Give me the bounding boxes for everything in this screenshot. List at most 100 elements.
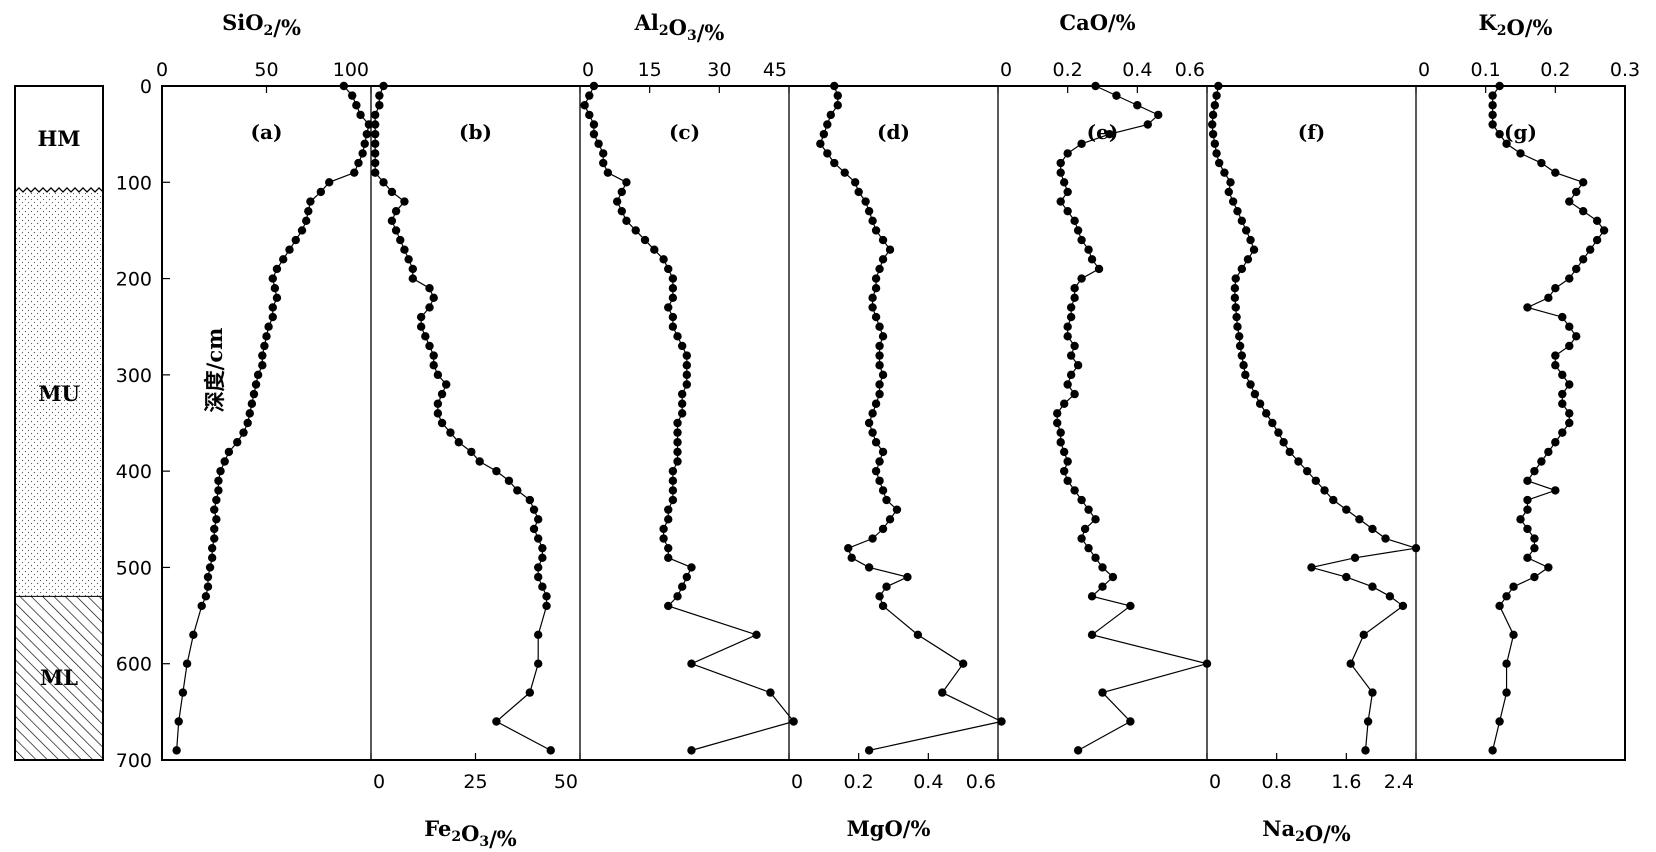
data-point xyxy=(1073,226,1083,235)
x-tick-label: 0.6 xyxy=(1175,59,1205,81)
data-point xyxy=(585,91,594,100)
data-point xyxy=(878,601,888,611)
data-point xyxy=(1059,447,1069,457)
x-axis-label: K2O/% xyxy=(1479,10,1553,40)
data-point xyxy=(816,139,825,148)
data-point xyxy=(1565,380,1574,389)
data-point xyxy=(1523,495,1532,505)
data-point xyxy=(1154,110,1163,120)
panel-k2o: (g) 0 0.1 0.2 0.3 K2O/% xyxy=(1415,10,1640,760)
data-point xyxy=(203,572,213,582)
data-point xyxy=(1262,409,1271,418)
data-point xyxy=(1544,293,1553,303)
data-point xyxy=(1087,592,1097,601)
data-point xyxy=(358,149,367,158)
data-point xyxy=(1126,717,1135,726)
data-point xyxy=(640,235,650,245)
data-point xyxy=(1235,332,1244,341)
data-point xyxy=(214,486,223,495)
x-tick-label: 0.2 xyxy=(844,771,874,793)
data-point xyxy=(1516,515,1525,524)
data-point xyxy=(1523,476,1532,485)
data-point xyxy=(1070,284,1079,293)
strat-column-frame xyxy=(14,85,104,761)
data-point xyxy=(1509,582,1518,591)
data-point xyxy=(1053,409,1062,418)
data-point xyxy=(210,534,219,543)
data-point xyxy=(864,563,874,572)
data-point xyxy=(617,187,626,197)
data-point xyxy=(178,688,188,697)
data-point xyxy=(243,418,252,428)
data-point xyxy=(1084,543,1093,553)
data-point xyxy=(885,515,895,524)
data-point xyxy=(875,361,884,370)
data-point xyxy=(1516,149,1525,158)
data-point xyxy=(668,466,678,476)
data-point xyxy=(1268,418,1277,428)
panel-tag: (d) xyxy=(877,120,910,144)
data-point xyxy=(1599,226,1609,235)
data-point xyxy=(1208,110,1218,120)
data-point xyxy=(210,505,219,514)
x-tick-label: 1.6 xyxy=(1331,771,1361,793)
data-point xyxy=(677,341,687,351)
x-tick-label: 25 xyxy=(463,771,487,793)
data-point xyxy=(1523,505,1532,514)
data-point xyxy=(1230,293,1240,303)
data-point xyxy=(1355,515,1364,524)
data-point xyxy=(245,409,254,418)
data-point xyxy=(878,524,888,534)
data-point xyxy=(1579,255,1588,264)
data-point xyxy=(1579,206,1588,216)
unconformity-boundary xyxy=(14,186,104,193)
data-point xyxy=(268,303,277,312)
data-point xyxy=(1208,120,1217,129)
data-point xyxy=(1346,659,1355,668)
data-point xyxy=(871,226,881,235)
data-point xyxy=(1551,351,1560,360)
data-point xyxy=(1537,158,1546,168)
data-point xyxy=(233,438,242,447)
data-point xyxy=(304,206,313,216)
data-point xyxy=(752,630,761,640)
data-point xyxy=(1105,129,1114,139)
x-tick-label: 50 xyxy=(254,59,278,81)
data-point xyxy=(475,457,484,466)
data-point xyxy=(1063,206,1072,216)
data-point xyxy=(589,120,599,129)
data-point xyxy=(437,418,447,428)
data-point xyxy=(677,582,687,591)
data-point xyxy=(1502,139,1511,148)
x-tick-label: 0 xyxy=(156,59,168,81)
data-point xyxy=(251,380,261,389)
x-tick-label: 0 xyxy=(791,771,803,793)
data-point xyxy=(594,139,603,148)
x-tick-label: 50 xyxy=(554,771,578,793)
series-line xyxy=(1492,85,1605,751)
lith-unit-mu xyxy=(15,191,103,597)
data-point xyxy=(875,351,884,360)
panel-tag: (g) xyxy=(1504,120,1537,144)
data-point xyxy=(538,582,547,591)
data-point xyxy=(668,495,678,505)
data-point xyxy=(1059,399,1069,408)
data-point xyxy=(868,409,877,418)
data-point xyxy=(1363,717,1373,726)
data-point xyxy=(885,245,895,254)
data-point xyxy=(1502,592,1511,601)
x-tick-label: 0.6 xyxy=(966,771,996,793)
data-point xyxy=(356,110,365,120)
data-point xyxy=(1558,428,1567,437)
data-point xyxy=(1285,447,1294,457)
data-point xyxy=(546,746,555,755)
data-point xyxy=(1530,466,1539,476)
data-point xyxy=(492,717,501,726)
data-point xyxy=(542,592,551,601)
lith-label-ml: ML xyxy=(40,665,78,690)
data-point xyxy=(1558,312,1567,322)
data-point xyxy=(1558,389,1567,399)
data-point xyxy=(631,226,640,235)
data-point xyxy=(682,572,692,582)
data-point xyxy=(875,264,884,274)
